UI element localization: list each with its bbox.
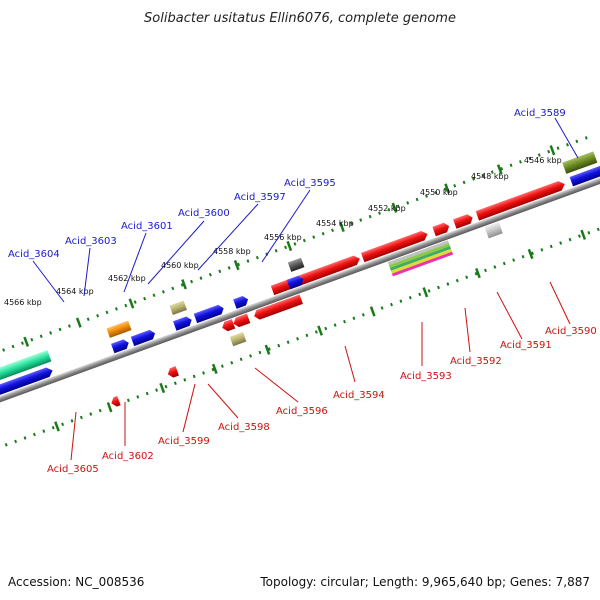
- genome-backbone: [0, 170, 600, 410]
- leader-line: [83, 247, 91, 297]
- gene-blue-mid[interactable]: [173, 315, 193, 331]
- gene-blue-mid2[interactable]: [193, 304, 226, 324]
- kbp-labels: 4546 kbp 4548 kbp 4550 kbp 4552 kbp 4554…: [4, 156, 562, 307]
- leader-line: [344, 345, 356, 383]
- gene-label-acid-3590[interactable]: Acid_3590: [545, 326, 597, 337]
- upper-tick-scale: [0, 133, 596, 359]
- gene-label-acid-3603[interactable]: Acid_3603: [65, 236, 117, 247]
- gene-acid-3593-stack-4[interactable]: [390, 248, 453, 274]
- gene-acid-3593-stack-5[interactable]: [391, 251, 454, 277]
- kbp-label: 4562 kbp: [108, 274, 146, 283]
- leader-line: [496, 291, 523, 340]
- gene-acid-3594[interactable]: [360, 229, 429, 263]
- kbp-label: 4552 kbp: [368, 204, 406, 213]
- gene-acid-3605[interactable]: [110, 395, 121, 408]
- leader-line: [254, 367, 299, 403]
- reverse-genes: [110, 221, 503, 408]
- gene-acid-3596[interactable]: [253, 294, 303, 320]
- gene-acid-3595[interactable]: [287, 257, 305, 272]
- gene-acid-3597[interactable]: [286, 274, 305, 290]
- kbp-label: 4560 kbp: [161, 261, 199, 270]
- major-ticks-lower: [54, 229, 587, 432]
- gene-blue-3603[interactable]: [130, 328, 157, 347]
- gene-acid-3600[interactable]: [233, 295, 250, 309]
- kbp-label: 4550 kbp: [420, 188, 458, 197]
- gene-acid-3598[interactable]: [232, 313, 251, 329]
- gene-label-acid-3592[interactable]: Acid_3592: [450, 356, 502, 367]
- gene-label-acid-3598[interactable]: Acid_3598: [218, 422, 270, 433]
- gene-acid-3593-stack-1[interactable]: [387, 240, 449, 266]
- gene-label-acid-3602[interactable]: Acid_3602: [102, 451, 154, 462]
- major-ticks-upper: [23, 145, 556, 347]
- leader-line: [554, 117, 579, 159]
- leader-line: [197, 203, 259, 271]
- gene-acid-3589[interactable]: [562, 151, 598, 174]
- gene-acid-3593-stack-2[interactable]: [388, 243, 451, 268]
- gene-label-acid-3589[interactable]: Acid_3589: [514, 108, 566, 119]
- kbp-label: 4546 kbp: [524, 156, 562, 165]
- leader-line: [70, 411, 77, 461]
- kbp-label: 4556 kbp: [264, 233, 302, 242]
- gene-blue-3603b[interactable]: [111, 338, 130, 354]
- gene-label-acid-3591[interactable]: Acid_3591: [500, 340, 552, 351]
- kbp-label: 4554 kbp: [316, 219, 354, 228]
- gene-acid-3599-olive[interactable]: [229, 332, 247, 347]
- gene-acid-3604[interactable]: [0, 350, 52, 383]
- forward-genes: [0, 151, 600, 396]
- gene-acid-3592[interactable]: [453, 213, 474, 229]
- gene-blue-far-right[interactable]: [569, 165, 600, 187]
- genome-track: [0, 133, 600, 447]
- gene-acid-3601[interactable]: [169, 300, 187, 315]
- kbp-label: 4558 kbp: [213, 247, 251, 256]
- gene-label-acid-3595[interactable]: Acid_3595: [284, 178, 336, 189]
- gene-acid-3603[interactable]: [106, 320, 132, 338]
- gene-label-acid-3593[interactable]: Acid_3593: [400, 371, 452, 382]
- accession-text: Accession: NC_008536: [8, 575, 144, 589]
- gene-label-acid-3599[interactable]: Acid_3599: [158, 436, 210, 447]
- gene-acid-3593-stack-3[interactable]: [389, 246, 452, 271]
- gene-label-acid-3604[interactable]: Acid_3604: [8, 249, 60, 260]
- gene-label-acid-3600[interactable]: Acid_3600: [178, 208, 230, 219]
- leader-line: [261, 189, 311, 263]
- leader-line: [32, 260, 65, 303]
- gene-label-acid-3605[interactable]: Acid_3605: [47, 464, 99, 475]
- leader-line: [182, 383, 196, 433]
- leader-line: [549, 281, 571, 325]
- leader-line: [207, 383, 239, 419]
- kbp-label: 4566 kbp: [4, 298, 42, 307]
- gene-acid-3591[interactable]: [475, 179, 567, 221]
- gene-label-acid-3594[interactable]: Acid_3594: [333, 390, 385, 401]
- gene-blue-left[interactable]: [0, 366, 54, 396]
- bottom-gene-labels: Acid_3590 Acid_3591 Acid_3592 Acid_3593 …: [47, 281, 597, 475]
- gene-acid-3599[interactable]: [221, 319, 236, 333]
- page-title: Solibacter usitatus Ellin6076, complete …: [144, 11, 456, 26]
- gene-acid-3590[interactable]: [484, 221, 503, 239]
- kbp-label: 4564 kbp: [56, 287, 94, 296]
- gene-label-acid-3596[interactable]: Acid_3596: [276, 406, 328, 417]
- leader-line: [147, 220, 205, 285]
- leader-line: [464, 307, 471, 353]
- kbp-label: 4548 kbp: [471, 172, 509, 181]
- top-gene-labels: Acid_3589 Acid_3595 Acid_3597 Acid_3600 …: [8, 108, 579, 303]
- gene-acid-3602[interactable]: [166, 366, 179, 379]
- topology-summary: Topology: circular; Length: 9,965,640 bp…: [259, 575, 590, 589]
- gene-label-acid-3601[interactable]: Acid_3601: [121, 221, 173, 232]
- leader-line: [123, 232, 147, 293]
- gene-red-small-2[interactable]: [432, 221, 450, 237]
- gene-label-acid-3597[interactable]: Acid_3597: [234, 192, 286, 203]
